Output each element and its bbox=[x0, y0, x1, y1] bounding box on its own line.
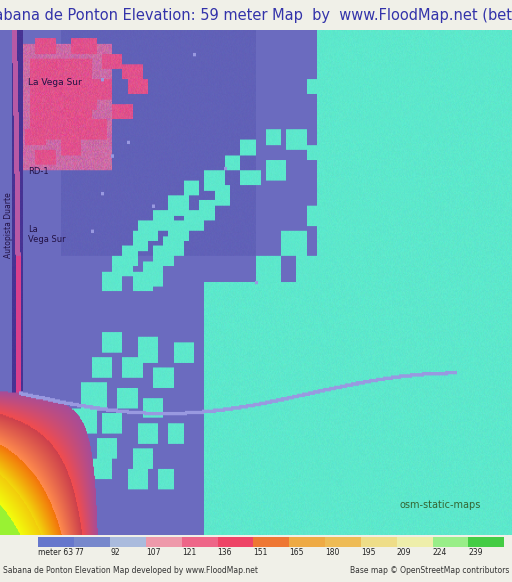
Text: La
Vega Sur: La Vega Sur bbox=[28, 225, 66, 244]
Text: 121: 121 bbox=[182, 548, 196, 557]
Text: RD-1: RD-1 bbox=[28, 166, 49, 176]
Bar bbox=[218, 537, 253, 547]
Bar bbox=[361, 537, 397, 547]
Bar bbox=[182, 537, 218, 547]
Bar bbox=[146, 537, 182, 547]
Bar bbox=[110, 537, 146, 547]
Text: Base map © OpenStreetMap contributors: Base map © OpenStreetMap contributors bbox=[350, 566, 509, 576]
Bar bbox=[253, 537, 289, 547]
Text: meter 63: meter 63 bbox=[38, 548, 74, 557]
Text: Sabana de Ponton Elevation Map developed by www.FloodMap.net: Sabana de Ponton Elevation Map developed… bbox=[3, 566, 258, 576]
Text: 224: 224 bbox=[433, 548, 447, 557]
Bar bbox=[289, 537, 325, 547]
Text: osm-static-maps: osm-static-maps bbox=[399, 500, 481, 510]
Text: 136: 136 bbox=[218, 548, 232, 557]
Text: 151: 151 bbox=[253, 548, 268, 557]
Bar bbox=[38, 537, 74, 547]
Text: 77: 77 bbox=[74, 548, 84, 557]
Text: La Vega Sur: La Vega Sur bbox=[28, 78, 82, 87]
Bar bbox=[468, 537, 504, 547]
Bar bbox=[397, 537, 433, 547]
Bar bbox=[433, 537, 468, 547]
Text: 195: 195 bbox=[361, 548, 375, 557]
Text: 165: 165 bbox=[289, 548, 304, 557]
Bar bbox=[74, 537, 110, 547]
Text: 180: 180 bbox=[325, 548, 339, 557]
Bar bbox=[325, 537, 361, 547]
Text: 239: 239 bbox=[468, 548, 483, 557]
Text: 107: 107 bbox=[146, 548, 160, 557]
Text: Autopista Duarte: Autopista Duarte bbox=[4, 192, 13, 258]
Text: Sabana de Ponton Elevation: 59 meter Map  by  www.FloodMap.net (beta): Sabana de Ponton Elevation: 59 meter Map… bbox=[0, 8, 512, 23]
Text: 92: 92 bbox=[110, 548, 120, 557]
Text: 209: 209 bbox=[397, 548, 411, 557]
